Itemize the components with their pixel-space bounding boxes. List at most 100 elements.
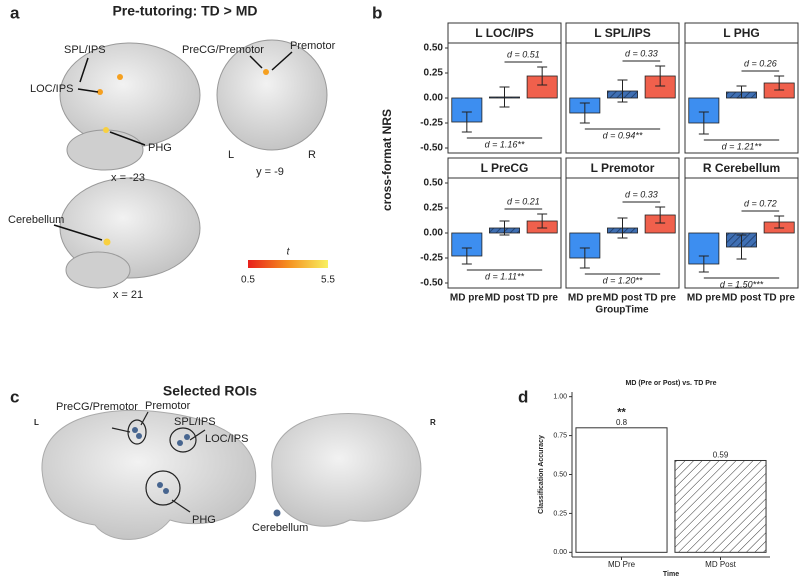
panel-title: Selected ROIs xyxy=(163,383,257,399)
x-tick-label: MD post xyxy=(485,293,525,304)
bar xyxy=(575,427,668,553)
x-tick-label: MD pre xyxy=(450,293,484,304)
region-label: PHG xyxy=(148,142,172,154)
y-tick-label: -0.50 xyxy=(420,143,443,154)
y-tick-label: 0.50 xyxy=(424,178,444,189)
y-tick-label: 0.75 xyxy=(553,432,567,439)
effect-size: d = 0.94** xyxy=(603,130,643,140)
y-axis-label: cross-format NRS xyxy=(380,109,394,211)
facet-title: R Cerebellum xyxy=(703,161,780,175)
roi xyxy=(157,482,163,488)
y-tick-label: -0.25 xyxy=(420,118,443,129)
effect-size: d = 1.20** xyxy=(603,275,643,285)
effect-size: d = 0.33 xyxy=(625,189,658,199)
brain-surface xyxy=(41,409,257,540)
activation xyxy=(103,238,111,246)
y-tick-label: 0.50 xyxy=(553,471,567,478)
colorbar xyxy=(248,260,328,268)
region-label: Cerebellum xyxy=(8,214,64,226)
effect-size: d = 0.51 xyxy=(507,49,540,59)
error-bar xyxy=(579,102,590,124)
effect-size: d = 0.72 xyxy=(744,198,777,208)
panel-c: Selected ROIs PreCG/Premotor Premotor SP… xyxy=(34,383,436,540)
y-tick-label: 0.25 xyxy=(553,510,567,517)
facet-title: L Premotor xyxy=(591,161,655,175)
roi-label: LOC/IPS xyxy=(205,433,248,445)
activation xyxy=(263,69,269,75)
arrow xyxy=(189,429,206,441)
y-tick-label: 0.00 xyxy=(424,93,444,104)
colorbar-label: 0.5 xyxy=(241,275,255,286)
hemisphere-label: L xyxy=(228,149,234,161)
effect-size: d = 1.21** xyxy=(722,141,762,151)
plot-frame xyxy=(565,42,680,154)
region-label: LOC/IPS xyxy=(30,83,73,95)
value-label: 0.59 xyxy=(713,451,729,460)
roi-label: SPL/IPS xyxy=(174,416,216,428)
y-tick-label: 0.50 xyxy=(424,43,444,54)
region-label: Premotor xyxy=(290,40,336,52)
y-tick-label: -0.50 xyxy=(420,278,443,289)
panel-a: Pre-tutoring: TD > MD SPL/IPS LOC/IPS PH… xyxy=(8,3,336,301)
x-tick-label: MD pre xyxy=(568,293,602,304)
roi xyxy=(132,427,138,433)
facet-title: L LOC/IPS xyxy=(475,26,533,40)
coord-label: y = -9 xyxy=(256,166,284,178)
y-tick-label: 1.00 xyxy=(553,394,567,401)
arrow xyxy=(53,224,103,241)
region-label: SPL/IPS xyxy=(64,44,106,56)
roi-circle xyxy=(169,427,197,453)
error-bar xyxy=(698,111,709,135)
roi xyxy=(273,509,281,517)
effect-size: d = 0.21 xyxy=(507,196,540,206)
hemisphere-label: R xyxy=(430,418,436,427)
hemisphere-label: L xyxy=(34,418,39,427)
roi-label: Cerebellum xyxy=(252,522,308,534)
arrow xyxy=(77,88,99,93)
arrow xyxy=(79,57,89,83)
panel-letter: a xyxy=(10,3,20,22)
error-bar xyxy=(537,213,548,229)
error-bar xyxy=(579,247,590,269)
y-tick-label: 0.25 xyxy=(424,68,444,79)
facet-title: L PHG xyxy=(723,26,759,40)
brain-slice xyxy=(65,251,131,289)
error-bar xyxy=(617,79,628,103)
x-axis-label: GroupTime xyxy=(595,305,649,316)
x-tick-label: MD post xyxy=(722,293,762,304)
x-tick-label: TD pre xyxy=(644,293,676,304)
error-bar xyxy=(774,75,785,91)
brain-surface xyxy=(271,412,422,527)
region-label: PreCG/Premotor xyxy=(182,44,264,56)
brain-slice xyxy=(66,129,144,171)
activation xyxy=(97,89,103,95)
x-tick-label: MD Post xyxy=(705,560,736,569)
effect-size: d = 0.26 xyxy=(744,58,777,68)
roi-label: Premotor xyxy=(145,400,191,412)
error-bar xyxy=(774,215,785,229)
arrow xyxy=(109,131,146,146)
colorbar-title: t xyxy=(287,247,291,258)
y-tick-label: 0.00 xyxy=(553,549,567,556)
error-bar xyxy=(461,111,472,133)
error-bar xyxy=(655,206,666,224)
x-axis-label: Time xyxy=(663,571,679,578)
roi xyxy=(184,434,190,440)
arrow xyxy=(140,411,149,426)
error-bar xyxy=(655,65,666,87)
roi-label: PreCG/Premotor xyxy=(56,401,138,413)
arrow xyxy=(171,499,191,513)
error-bar xyxy=(698,255,709,273)
effect-size: d = 1.11** xyxy=(485,271,525,281)
brain-slice xyxy=(59,42,201,148)
x-tick-label: TD pre xyxy=(763,293,795,304)
roi-circle xyxy=(145,470,181,506)
y-axis-label: Classification Accuracy xyxy=(538,435,545,514)
coord-label: x = -23 xyxy=(111,172,145,184)
effect-size: d = 1.50*** xyxy=(720,279,764,289)
y-tick-label: 0.25 xyxy=(424,203,444,214)
roi xyxy=(136,433,142,439)
roi xyxy=(163,488,169,494)
roi xyxy=(177,440,183,446)
